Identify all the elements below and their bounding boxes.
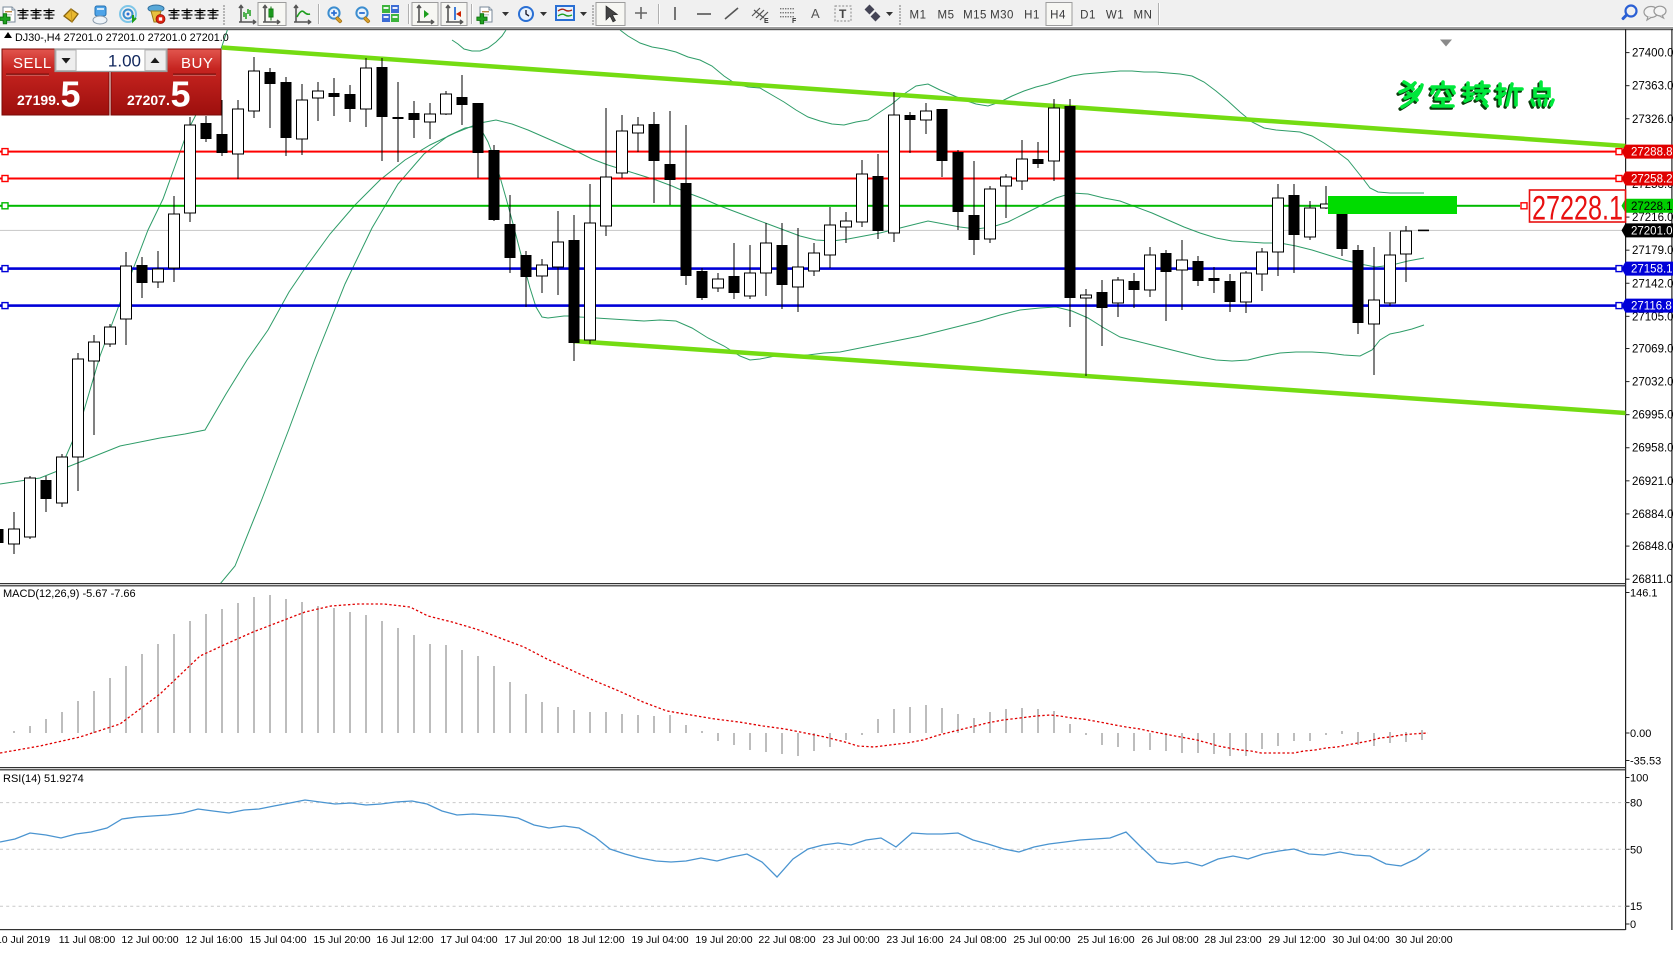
svg-text:5: 5 bbox=[171, 74, 191, 115]
svg-text:19 Jul 20:00: 19 Jul 20:00 bbox=[695, 934, 752, 946]
svg-text:E: E bbox=[764, 18, 769, 25]
svg-text:27199: 27199 bbox=[17, 92, 56, 108]
svg-text:26921.0: 26921.0 bbox=[1632, 476, 1673, 488]
svg-text:29 Jul 12:00: 29 Jul 12:00 bbox=[1268, 934, 1325, 946]
svg-text:D1: D1 bbox=[1080, 10, 1096, 22]
svg-text:10 Jul 2019: 10 Jul 2019 bbox=[0, 934, 50, 946]
svg-text:27201.0: 27201.0 bbox=[1631, 225, 1673, 237]
svg-text:27326.0: 27326.0 bbox=[1632, 114, 1673, 126]
svg-text:26884.0: 26884.0 bbox=[1632, 509, 1673, 521]
svg-text:27142.0: 27142.0 bbox=[1632, 278, 1673, 290]
svg-text:26848.0: 26848.0 bbox=[1632, 541, 1673, 553]
svg-text:12 Jul 16:00: 12 Jul 16:00 bbox=[185, 934, 242, 946]
svg-text:24 Jul 08:00: 24 Jul 08:00 bbox=[949, 934, 1006, 946]
svg-text:23 Jul 16:00: 23 Jul 16:00 bbox=[886, 934, 943, 946]
svg-text:11 Jul 08:00: 11 Jul 08:00 bbox=[59, 934, 116, 946]
svg-text:1.00: 1.00 bbox=[108, 52, 141, 71]
svg-text:DJ30-,H4 27201.0 27201.0 2720: DJ30-,H4 27201.0 27201.0 27201.0 27201.0 bbox=[15, 32, 229, 44]
svg-text:26 Jul 08:00: 26 Jul 08:00 bbox=[1141, 934, 1198, 946]
svg-text:25 Jul 00:00: 25 Jul 00:00 bbox=[1013, 934, 1070, 946]
svg-text:28 Jul 23:00: 28 Jul 23:00 bbox=[1204, 934, 1261, 946]
svg-text:27179.0: 27179.0 bbox=[1632, 245, 1673, 257]
svg-text:H4: H4 bbox=[1050, 10, 1066, 22]
svg-text:BUY: BUY bbox=[181, 55, 213, 72]
svg-text:F: F bbox=[792, 18, 797, 25]
svg-text:15 Jul 04:00: 15 Jul 04:00 bbox=[249, 934, 306, 946]
svg-text:27069.0: 27069.0 bbox=[1632, 344, 1673, 356]
svg-text:30 Jul 04:00: 30 Jul 04:00 bbox=[1332, 934, 1389, 946]
svg-text:.: . bbox=[166, 92, 170, 108]
svg-text:5: 5 bbox=[61, 74, 81, 115]
svg-text:146.1: 146.1 bbox=[1630, 588, 1658, 600]
svg-text:A: A bbox=[811, 6, 820, 21]
svg-text:27032.0: 27032.0 bbox=[1632, 377, 1673, 389]
svg-text:27158.1: 27158.1 bbox=[1631, 264, 1673, 276]
svg-text:16 Jul 12:00: 16 Jul 12:00 bbox=[376, 934, 433, 946]
svg-text:100: 100 bbox=[1630, 773, 1648, 785]
svg-text:27400.0: 27400.0 bbox=[1632, 48, 1673, 60]
svg-text:26995.0: 26995.0 bbox=[1632, 410, 1673, 422]
svg-text:23 Jul 00:00: 23 Jul 00:00 bbox=[822, 934, 879, 946]
svg-text:M15: M15 bbox=[963, 10, 987, 22]
svg-text:.: . bbox=[56, 92, 60, 108]
svg-text:15: 15 bbox=[1630, 901, 1642, 913]
svg-text:27116.8: 27116.8 bbox=[1631, 301, 1672, 313]
svg-text:30 Jul 20:00: 30 Jul 20:00 bbox=[1395, 934, 1452, 946]
svg-text:17 Jul 04:00: 17 Jul 04:00 bbox=[440, 934, 497, 946]
svg-text:MACD(12,26,9) -5.67 -7.66: MACD(12,26,9) -5.67 -7.66 bbox=[3, 588, 136, 600]
svg-text:18 Jul 12:00: 18 Jul 12:00 bbox=[567, 934, 624, 946]
svg-text:H1: H1 bbox=[1024, 10, 1040, 22]
svg-text:26958.0: 26958.0 bbox=[1632, 443, 1673, 455]
svg-text:27228.1: 27228.1 bbox=[1532, 190, 1623, 228]
svg-text:0: 0 bbox=[1630, 919, 1636, 931]
svg-text:15 Jul 20:00: 15 Jul 20:00 bbox=[313, 934, 370, 946]
svg-text:27228.1: 27228.1 bbox=[1631, 201, 1673, 213]
svg-text:M30: M30 bbox=[990, 10, 1014, 22]
svg-text:M1: M1 bbox=[910, 10, 927, 22]
svg-text:25 Jul 16:00: 25 Jul 16:00 bbox=[1077, 934, 1134, 946]
svg-text:M5: M5 bbox=[938, 10, 955, 22]
svg-text:27207: 27207 bbox=[127, 92, 166, 108]
svg-text:26811.0: 26811.0 bbox=[1632, 574, 1673, 586]
svg-text:12 Jul 00:00: 12 Jul 00:00 bbox=[121, 934, 178, 946]
svg-text:17 Jul 20:00: 17 Jul 20:00 bbox=[504, 934, 561, 946]
svg-text:W1: W1 bbox=[1106, 10, 1124, 22]
svg-text:27105.0: 27105.0 bbox=[1632, 311, 1673, 323]
svg-text:50: 50 bbox=[1630, 844, 1642, 856]
svg-text:SELL: SELL bbox=[13, 55, 52, 72]
svg-text:RSI(14) 51.9274: RSI(14) 51.9274 bbox=[3, 773, 84, 785]
svg-text:0.00: 0.00 bbox=[1630, 728, 1651, 740]
svg-text:27216.0: 27216.0 bbox=[1632, 212, 1673, 224]
svg-text:27258.2: 27258.2 bbox=[1631, 174, 1673, 186]
svg-text:27288.8: 27288.8 bbox=[1631, 147, 1673, 159]
svg-text:22 Jul 08:00: 22 Jul 08:00 bbox=[758, 934, 815, 946]
svg-text:-35.53: -35.53 bbox=[1630, 756, 1661, 768]
svg-text:MN: MN bbox=[1134, 10, 1153, 22]
svg-text:27363.0: 27363.0 bbox=[1632, 81, 1673, 93]
svg-text:19 Jul 04:00: 19 Jul 04:00 bbox=[631, 934, 688, 946]
svg-text:T: T bbox=[839, 7, 847, 21]
svg-text:80: 80 bbox=[1630, 798, 1642, 810]
